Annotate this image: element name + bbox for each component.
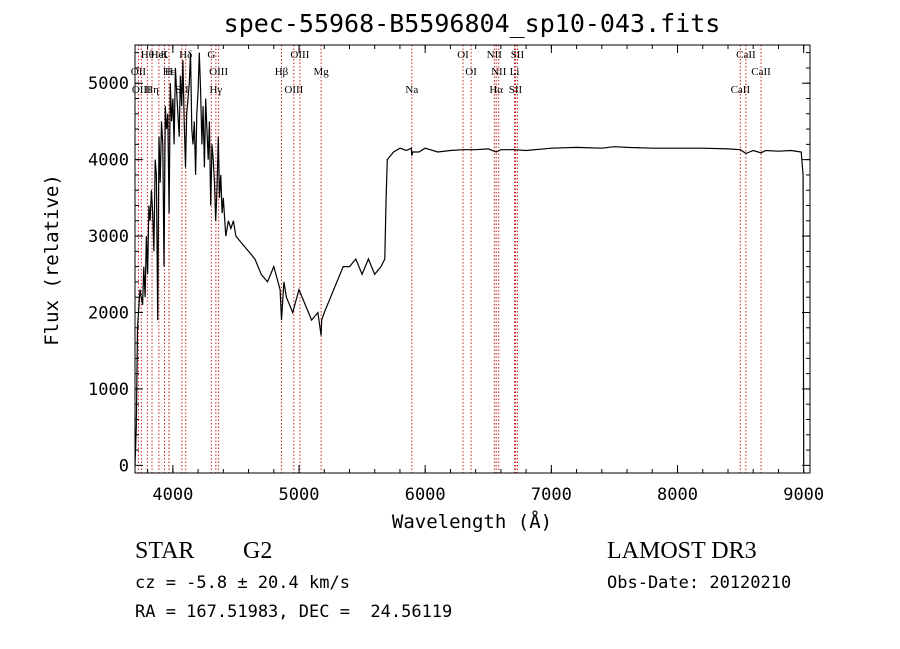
line-label: Hθ bbox=[141, 49, 154, 61]
line-label: OII bbox=[131, 66, 147, 78]
redshift-text: cz = -5.8 ± 20.4 km/s bbox=[135, 573, 350, 593]
object-type: STAR bbox=[135, 538, 195, 564]
line-label: Hβ bbox=[275, 66, 289, 78]
x-axis: 4000 5000 6000 7000 8000 9000 bbox=[147, 45, 824, 505]
x-axis-label: Wavelength (Å) bbox=[392, 510, 552, 533]
y-tick-label: 2000 bbox=[88, 304, 129, 324]
chart-title: spec-55968-B5596804_sp10-043.fits bbox=[224, 9, 721, 38]
y-tick-label: 0 bbox=[119, 456, 129, 476]
obs-date: Obs-Date: 20120210 bbox=[607, 573, 792, 593]
y-tick-label: 4000 bbox=[88, 151, 129, 171]
line-label: CaII bbox=[731, 84, 751, 96]
line-label: G bbox=[207, 49, 215, 61]
line-label: Li bbox=[510, 66, 520, 78]
x-tick-label: 6000 bbox=[405, 485, 446, 505]
y-axis-label: Flux (relative) bbox=[41, 174, 63, 346]
x-tick-label: 5000 bbox=[279, 485, 320, 505]
line-label: SII bbox=[509, 84, 523, 96]
emission-lines-layer bbox=[137, 45, 762, 473]
line-label: OIII bbox=[290, 49, 309, 61]
line-label: OI bbox=[465, 66, 477, 78]
x-tick-label: 4000 bbox=[152, 485, 193, 505]
series-layer bbox=[134, 52, 805, 466]
line-label: Hδ bbox=[179, 49, 192, 61]
x-tick-label: 9000 bbox=[783, 485, 824, 505]
line-label: NII bbox=[487, 49, 503, 61]
y-tick-label: 3000 bbox=[88, 227, 129, 247]
line-label: Hη bbox=[145, 84, 159, 96]
line-label: H bbox=[165, 66, 173, 78]
line-label: Na bbox=[405, 84, 418, 96]
line-label: NII bbox=[491, 66, 507, 78]
line-label: OIII bbox=[209, 66, 228, 78]
line-label: K bbox=[161, 49, 169, 61]
line-label: OIII bbox=[132, 84, 151, 96]
spectral-subclass: G2 bbox=[243, 538, 273, 564]
line-label: HeI bbox=[151, 49, 168, 61]
line-label: Hε bbox=[163, 66, 176, 78]
emission-line-labels: HθOIIOIIIKHHηHeIHεSIIHδOIIIHγGHβOIIIOIII… bbox=[131, 49, 771, 96]
line-label: OIII bbox=[284, 84, 303, 96]
line-label: CaII bbox=[736, 49, 756, 61]
line-label: Hα bbox=[489, 84, 503, 96]
spectrum-line bbox=[134, 52, 805, 466]
x-tick-label: 7000 bbox=[531, 485, 572, 505]
y-tick-label: 1000 bbox=[88, 380, 129, 400]
line-label: OI bbox=[457, 49, 469, 61]
line-label: CaII bbox=[751, 66, 771, 78]
line-label: Mg bbox=[313, 66, 329, 78]
y-axis: 0 1000 2000 3000 4000 5000 bbox=[88, 52, 810, 476]
line-label: SII bbox=[511, 49, 525, 61]
x-tick-label: 8000 bbox=[657, 485, 698, 505]
y-tick-label: 5000 bbox=[88, 74, 129, 94]
line-label: SII bbox=[175, 84, 189, 96]
line-label: Hγ bbox=[209, 84, 222, 96]
coordinates-text: RA = 167.51983, DEC = 24.56119 bbox=[135, 602, 453, 622]
survey-name: LAMOST DR3 bbox=[607, 538, 757, 564]
plot-frame bbox=[134, 44, 811, 474]
